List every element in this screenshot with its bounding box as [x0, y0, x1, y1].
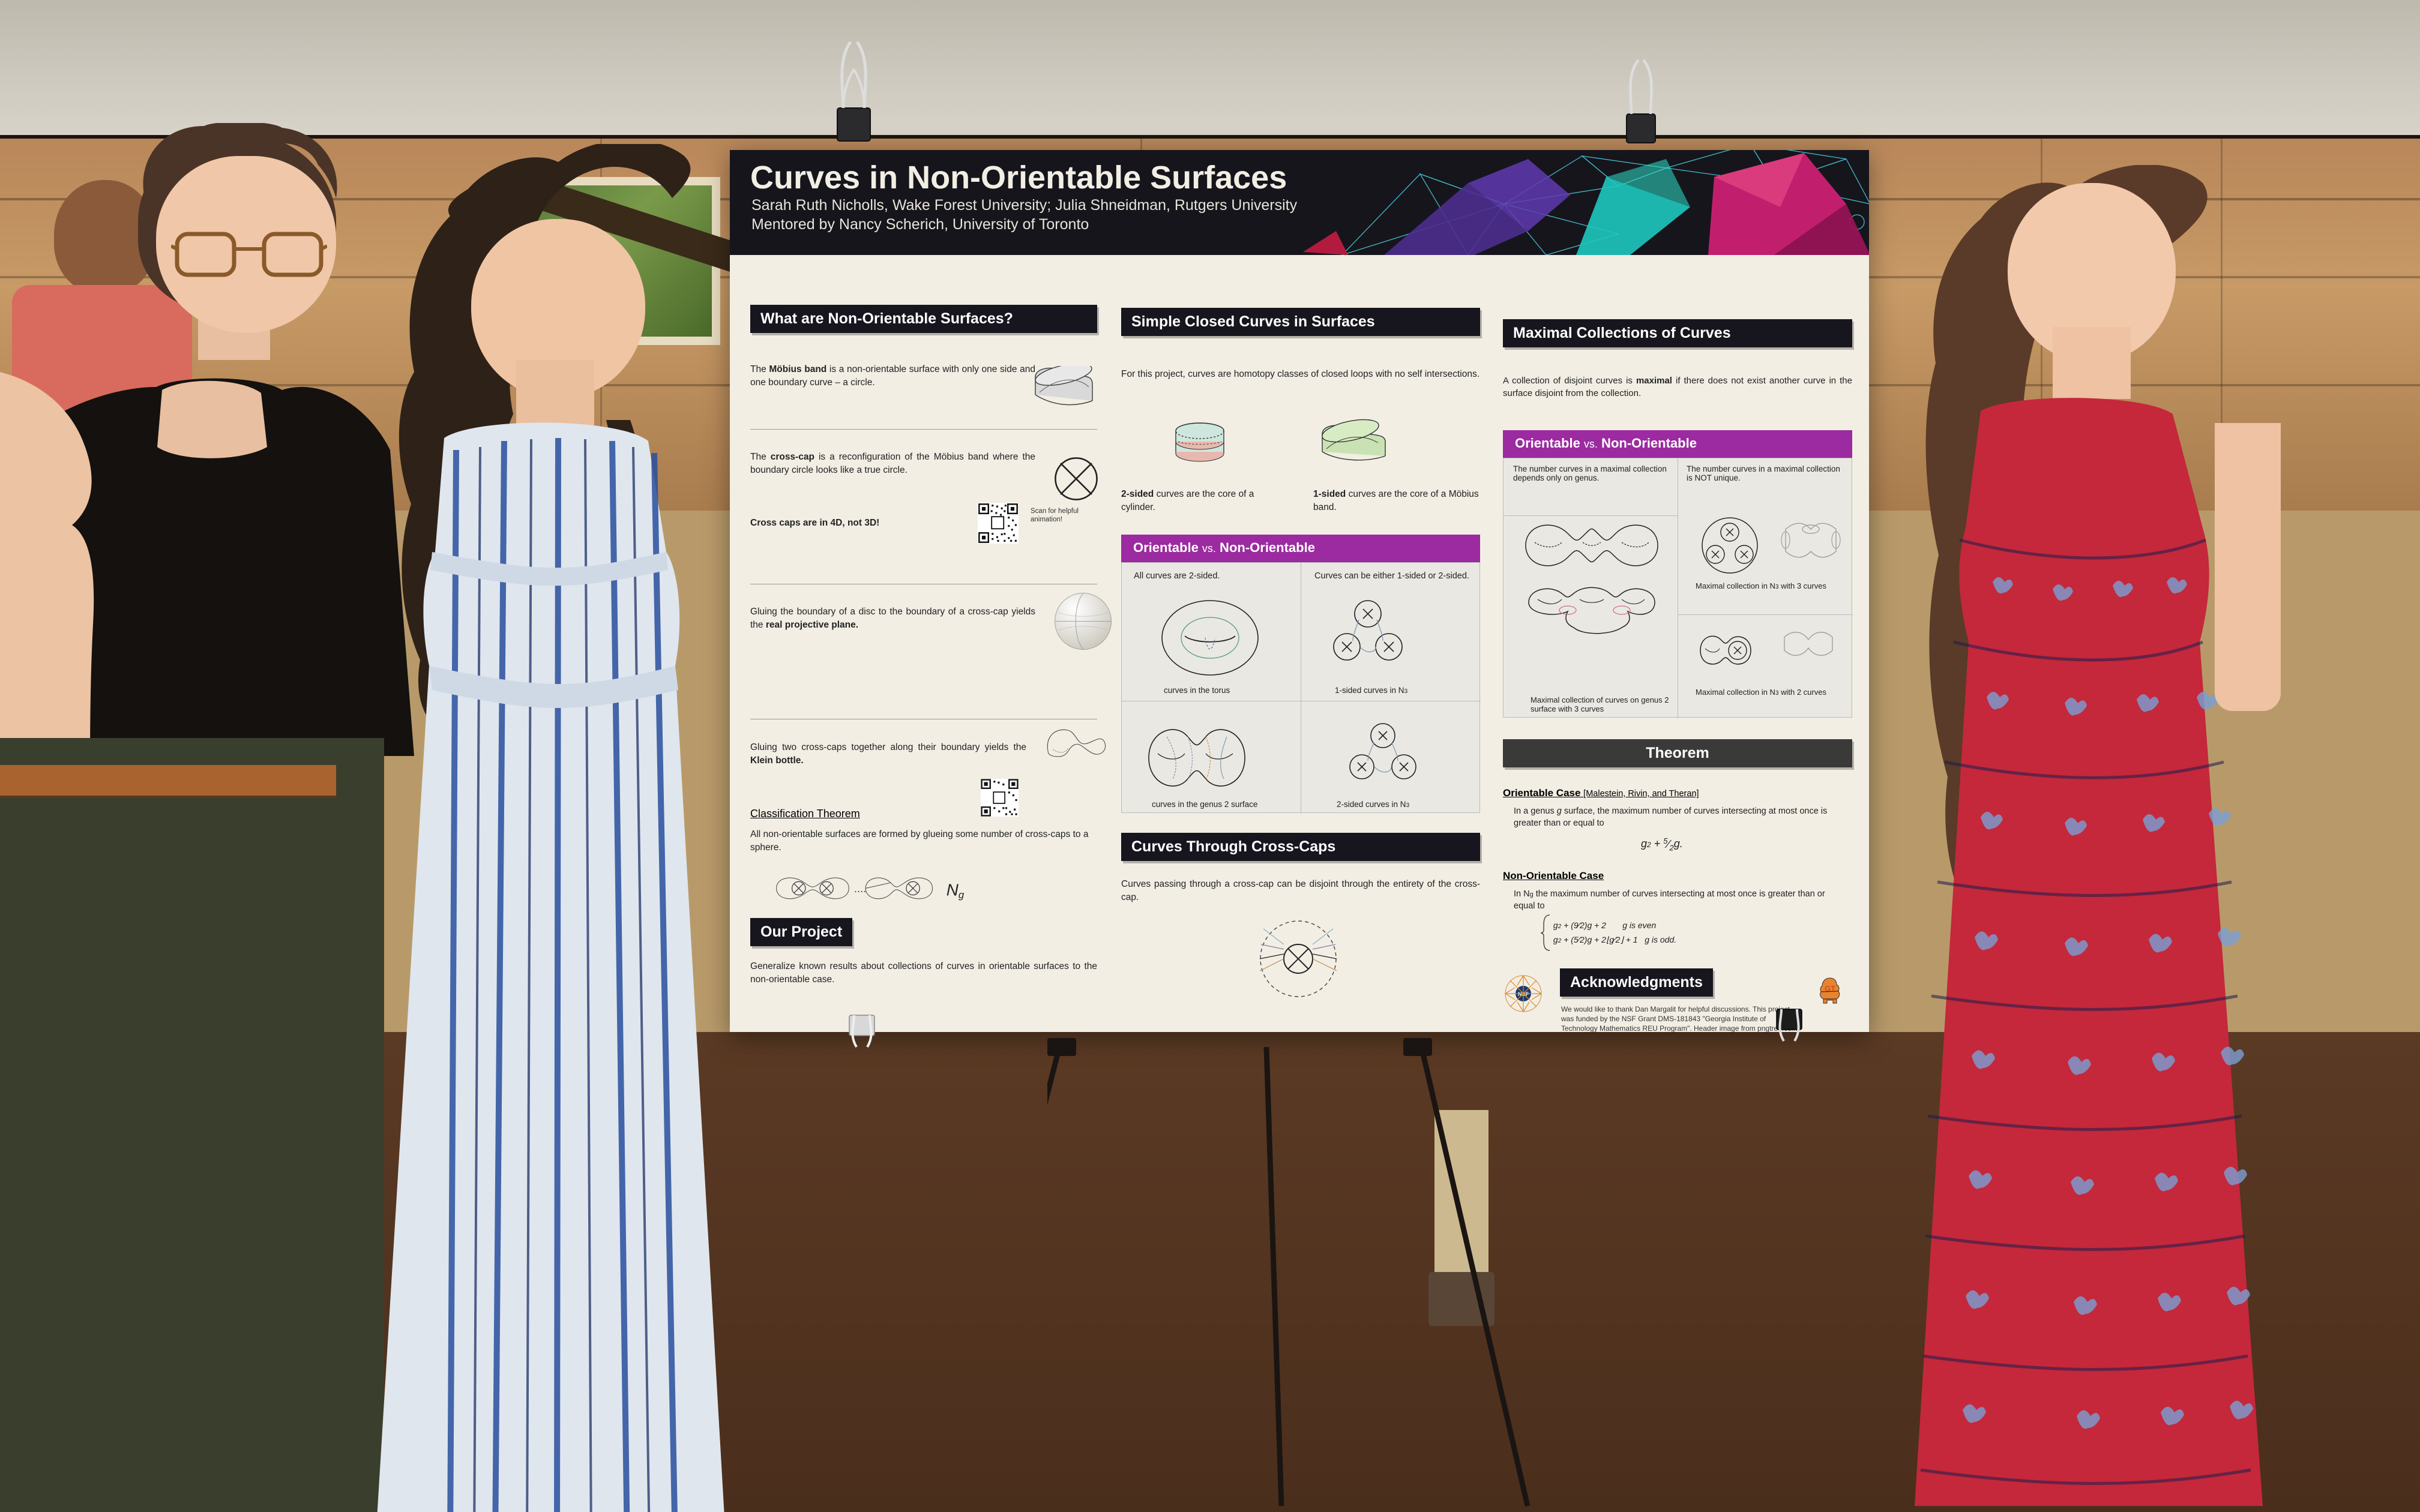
svg-text:GT: GT	[1825, 984, 1835, 993]
svg-text:....: ....	[855, 882, 867, 895]
svg-text:Ng: Ng	[947, 881, 965, 901]
